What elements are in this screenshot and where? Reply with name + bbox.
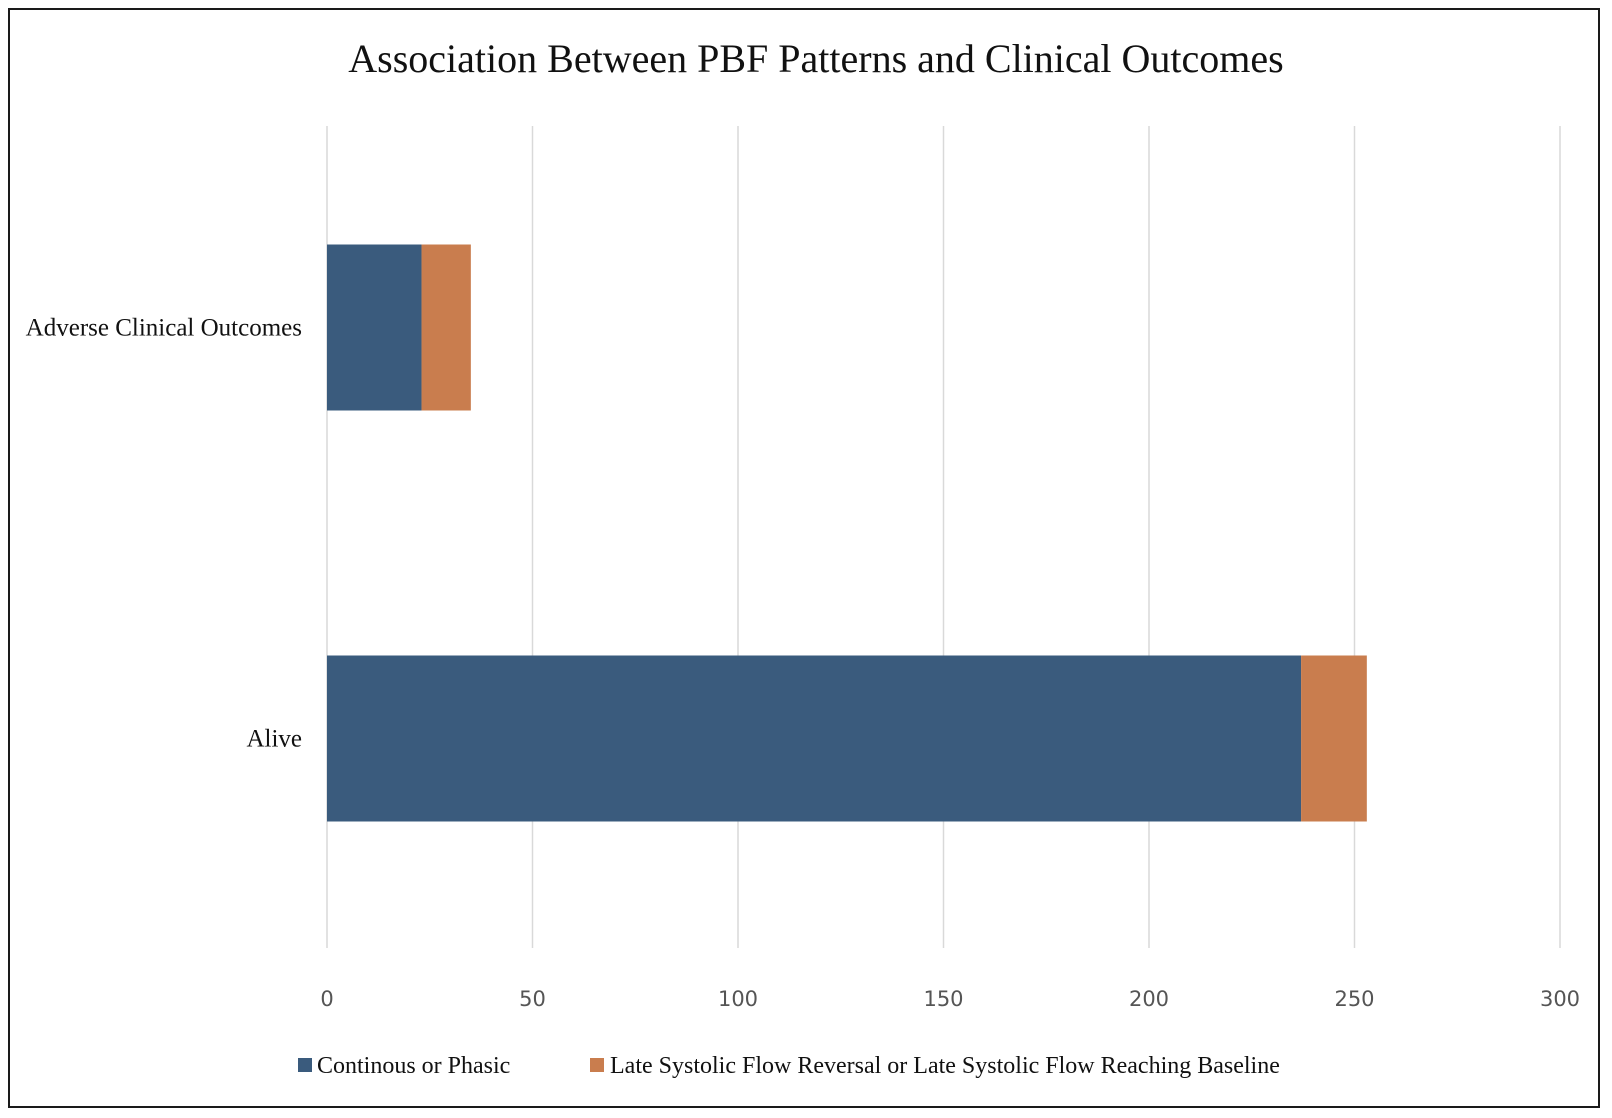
legend-label: Continous or Phasic [317,1053,510,1079]
chart-title: Association Between PBF Patterns and Cli… [348,36,1283,81]
category-label: Adverse Clinical Outcomes [26,315,302,342]
x-tick-label: 250 [1334,987,1374,1011]
x-tick-label: 0 [320,987,333,1011]
chart-frame [8,8,1600,1108]
x-tick-label: 100 [718,987,758,1011]
bar-segment [1301,655,1367,822]
x-tick-label: 300 [1540,987,1580,1011]
bar-segment [327,655,1302,822]
category-label: Alive [246,726,302,753]
legend: Continous or Phasic Late Systolic Flow Re… [298,1053,1280,1079]
legend-swatch [590,1058,604,1072]
x-axis-tick-labels: 0 50 100 150 200 250 300 [320,987,1580,1011]
x-tick-label: 50 [519,987,546,1011]
x-tick-label: 150 [923,987,963,1011]
x-tick-label: 200 [1129,987,1169,1011]
gridlines [326,126,1561,948]
bar-segment [327,244,422,411]
category-labels: Adverse Clinical Outcomes Alive [26,315,302,753]
legend-label: Late Systolic Flow Reversal or Late Syst… [610,1053,1280,1079]
legend-swatch [298,1058,312,1072]
bar-segment [421,244,471,411]
bars [327,244,1367,822]
